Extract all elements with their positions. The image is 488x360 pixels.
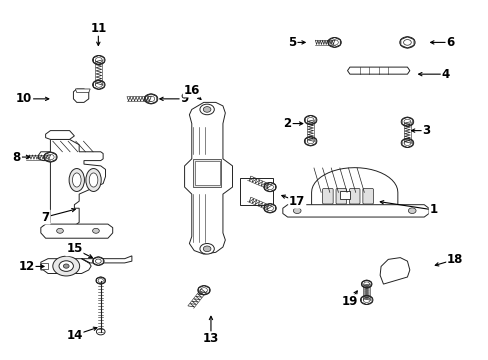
Ellipse shape bbox=[86, 168, 101, 192]
FancyBboxPatch shape bbox=[340, 190, 349, 199]
Text: 8: 8 bbox=[13, 150, 21, 163]
Circle shape bbox=[304, 136, 316, 146]
Text: 5: 5 bbox=[288, 36, 296, 49]
Circle shape bbox=[293, 208, 301, 213]
Text: 2: 2 bbox=[283, 117, 291, 130]
Circle shape bbox=[200, 104, 214, 115]
Circle shape bbox=[203, 107, 210, 112]
Circle shape bbox=[63, 264, 69, 268]
Circle shape bbox=[263, 183, 276, 192]
Text: 15: 15 bbox=[66, 242, 82, 255]
Circle shape bbox=[53, 256, 80, 276]
Polygon shape bbox=[347, 67, 409, 74]
FancyBboxPatch shape bbox=[349, 189, 359, 204]
Polygon shape bbox=[41, 224, 112, 238]
Polygon shape bbox=[282, 205, 428, 217]
Text: 12: 12 bbox=[18, 260, 35, 273]
Circle shape bbox=[399, 37, 414, 48]
Circle shape bbox=[96, 277, 105, 284]
Text: 19: 19 bbox=[341, 295, 357, 308]
Polygon shape bbox=[379, 258, 409, 284]
Circle shape bbox=[43, 152, 57, 162]
Circle shape bbox=[304, 116, 316, 125]
FancyBboxPatch shape bbox=[335, 189, 346, 204]
Text: 14: 14 bbox=[66, 329, 82, 342]
Circle shape bbox=[360, 295, 372, 305]
Text: 17: 17 bbox=[288, 195, 305, 208]
Circle shape bbox=[200, 243, 214, 254]
Circle shape bbox=[57, 228, 63, 233]
Circle shape bbox=[263, 204, 276, 213]
Ellipse shape bbox=[72, 173, 81, 187]
Circle shape bbox=[144, 94, 158, 104]
Circle shape bbox=[92, 80, 105, 89]
Polygon shape bbox=[45, 131, 74, 139]
Polygon shape bbox=[193, 159, 221, 187]
Polygon shape bbox=[39, 139, 105, 237]
Polygon shape bbox=[184, 102, 232, 254]
Text: 6: 6 bbox=[446, 36, 454, 49]
Text: 1: 1 bbox=[429, 203, 437, 216]
Polygon shape bbox=[311, 168, 397, 208]
Polygon shape bbox=[41, 256, 132, 274]
FancyBboxPatch shape bbox=[362, 189, 373, 204]
FancyBboxPatch shape bbox=[322, 189, 332, 204]
Ellipse shape bbox=[89, 173, 98, 187]
Text: 16: 16 bbox=[183, 84, 200, 96]
Text: 4: 4 bbox=[441, 68, 449, 81]
Text: 13: 13 bbox=[203, 332, 219, 345]
Polygon shape bbox=[239, 178, 273, 205]
Circle shape bbox=[197, 285, 210, 295]
Polygon shape bbox=[194, 161, 220, 185]
Circle shape bbox=[92, 228, 99, 233]
Polygon shape bbox=[41, 263, 48, 269]
Text: 9: 9 bbox=[180, 93, 188, 105]
Circle shape bbox=[96, 329, 105, 335]
Circle shape bbox=[92, 257, 104, 265]
Circle shape bbox=[59, 261, 73, 271]
Circle shape bbox=[92, 55, 105, 65]
Polygon shape bbox=[73, 89, 89, 102]
Text: 7: 7 bbox=[41, 211, 50, 224]
Text: 11: 11 bbox=[90, 22, 106, 35]
Text: 3: 3 bbox=[422, 124, 430, 137]
Circle shape bbox=[327, 37, 341, 48]
Circle shape bbox=[361, 280, 371, 288]
Ellipse shape bbox=[69, 168, 84, 192]
Text: 10: 10 bbox=[16, 93, 32, 105]
Circle shape bbox=[203, 246, 210, 252]
Circle shape bbox=[400, 138, 413, 148]
Circle shape bbox=[407, 208, 415, 213]
Text: 18: 18 bbox=[446, 253, 463, 266]
Circle shape bbox=[400, 117, 413, 126]
Polygon shape bbox=[75, 89, 90, 93]
